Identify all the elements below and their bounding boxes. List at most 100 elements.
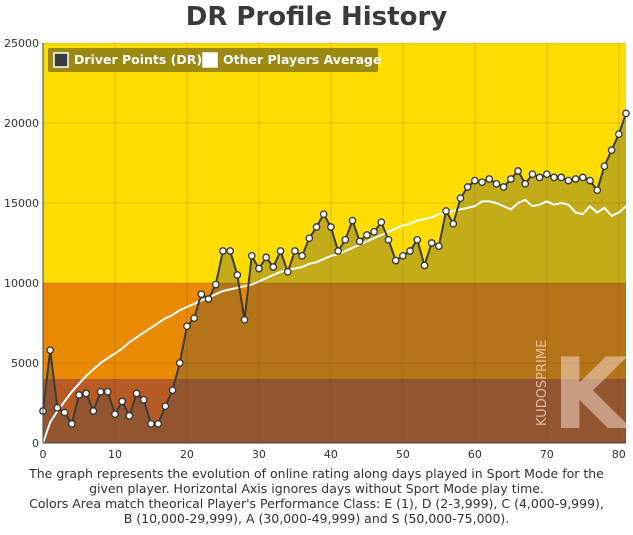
y-tick-label: 25000 <box>4 37 39 50</box>
driver-data-point <box>557 173 566 182</box>
driver-data-point <box>499 183 508 191</box>
driver-data-point <box>247 251 256 260</box>
driver-data-point <box>276 247 285 255</box>
driver-data-point <box>298 251 306 260</box>
driver-data-point <box>600 162 609 171</box>
driver-data-point <box>471 176 479 185</box>
driver-data-point <box>53 403 62 412</box>
driver-data-point <box>60 408 69 417</box>
driver-data-point <box>370 227 378 236</box>
x-tick-label: 10 <box>108 448 122 461</box>
driver-points-area <box>43 113 626 444</box>
driver-data-point <box>139 395 148 404</box>
driver-data-point <box>399 251 407 260</box>
class-band <box>43 379 626 443</box>
axes: 0 10 20 30 40 50 60 70 80 0 5000 10000 15000 20000 250… <box>4 37 626 461</box>
driver-data-point <box>535 173 544 182</box>
driver-data-point <box>291 247 299 255</box>
chart-title: DR Profile History <box>185 2 448 32</box>
driver-data-point <box>161 402 170 411</box>
driver-data-point <box>449 219 458 228</box>
driver-data-point <box>125 411 134 420</box>
driver-data-point <box>312 223 321 231</box>
driver-data-point <box>578 173 587 182</box>
driver-data-point <box>435 242 443 251</box>
driver-data-point <box>377 218 386 227</box>
class-band <box>43 43 626 283</box>
driver-series-line <box>42 113 627 427</box>
driver-data-point <box>211 280 220 289</box>
watermark-text: KUDOSPRIME <box>535 340 550 426</box>
driver-data-point <box>341 235 350 244</box>
driver-data-point <box>219 247 227 255</box>
driver-data-point <box>348 216 357 225</box>
y-tick-label: 15000 <box>4 197 39 210</box>
x-tick-label: 30 <box>252 448 266 461</box>
legend-label-driver: Driver Points (DR) <box>74 52 202 67</box>
driver-data-point <box>183 322 191 331</box>
y-tick-label: 10000 <box>4 277 39 290</box>
series-lines <box>42 113 627 444</box>
driver-data-point <box>550 173 558 182</box>
driver-data-point <box>427 239 436 247</box>
legend-label-average: Other Players Average <box>223 52 381 67</box>
legend-swatch-driver <box>53 52 69 68</box>
driver-data-point <box>96 387 105 396</box>
driver-data-point <box>442 207 450 215</box>
driver-data-point <box>327 223 335 231</box>
driver-data-point <box>168 386 177 395</box>
driver-data-point <box>226 247 234 255</box>
driver-data-point <box>542 170 551 179</box>
driver-data-point <box>132 389 141 398</box>
driver-data-point <box>463 183 472 191</box>
driver-data-point <box>614 130 623 139</box>
average-series-line <box>42 198 627 444</box>
driver-data-point <box>384 235 393 244</box>
driver-data-point <box>420 261 429 270</box>
driver-data-point <box>118 397 127 406</box>
driver-data-point <box>283 267 292 276</box>
driver-data-point <box>456 194 465 203</box>
driver-data-point <box>190 314 198 323</box>
x-tick-label: 80 <box>612 448 626 461</box>
x-tick-label: 40 <box>324 448 338 461</box>
driver-data-point <box>75 391 83 399</box>
driver-data-point <box>204 295 213 303</box>
driver-data-point <box>528 170 537 179</box>
driver-area <box>43 113 626 444</box>
driver-data-point <box>492 179 501 188</box>
driver-data-point <box>197 290 206 299</box>
driver-data-point <box>319 210 328 219</box>
driver-data-point <box>255 264 263 273</box>
driver-data-point <box>485 175 494 183</box>
x-tick-label: 20 <box>180 448 194 461</box>
driver-data-point <box>262 253 270 262</box>
driver-data-point <box>305 234 314 243</box>
legend: Driver Points (DR) Other Players Average <box>48 48 381 72</box>
series-points <box>39 109 630 428</box>
caption-line: Colors Area match theorical Player's Per… <box>29 496 604 511</box>
driver-data-point <box>82 389 91 398</box>
legend-swatch-average <box>202 52 218 68</box>
driver-data-point <box>154 419 163 428</box>
driver-data-point <box>478 178 486 187</box>
driver-data-point <box>506 175 515 183</box>
chart-caption: The graph represents the evolution of on… <box>0 466 633 526</box>
driver-data-point <box>111 410 119 419</box>
y-tick-label: 5000 <box>11 357 39 370</box>
kudosprime-watermark: KUDOSPRIME K <box>535 338 631 452</box>
driver-data-point <box>564 176 573 185</box>
driver-data-point <box>269 263 278 271</box>
driver-data-point <box>622 109 630 118</box>
driver-data-point <box>147 419 155 428</box>
x-tick-label: 0 <box>40 448 47 461</box>
driver-data-point <box>363 231 371 239</box>
x-tick-label: 50 <box>396 448 410 461</box>
class-band <box>43 283 626 379</box>
driver-data-point <box>233 271 242 279</box>
y-tick-label: 0 <box>32 437 39 450</box>
caption-line: The graph represents the evolution of on… <box>29 466 604 481</box>
driver-data-point <box>355 237 364 246</box>
driver-data-point <box>240 315 249 324</box>
class-bands <box>43 43 626 443</box>
